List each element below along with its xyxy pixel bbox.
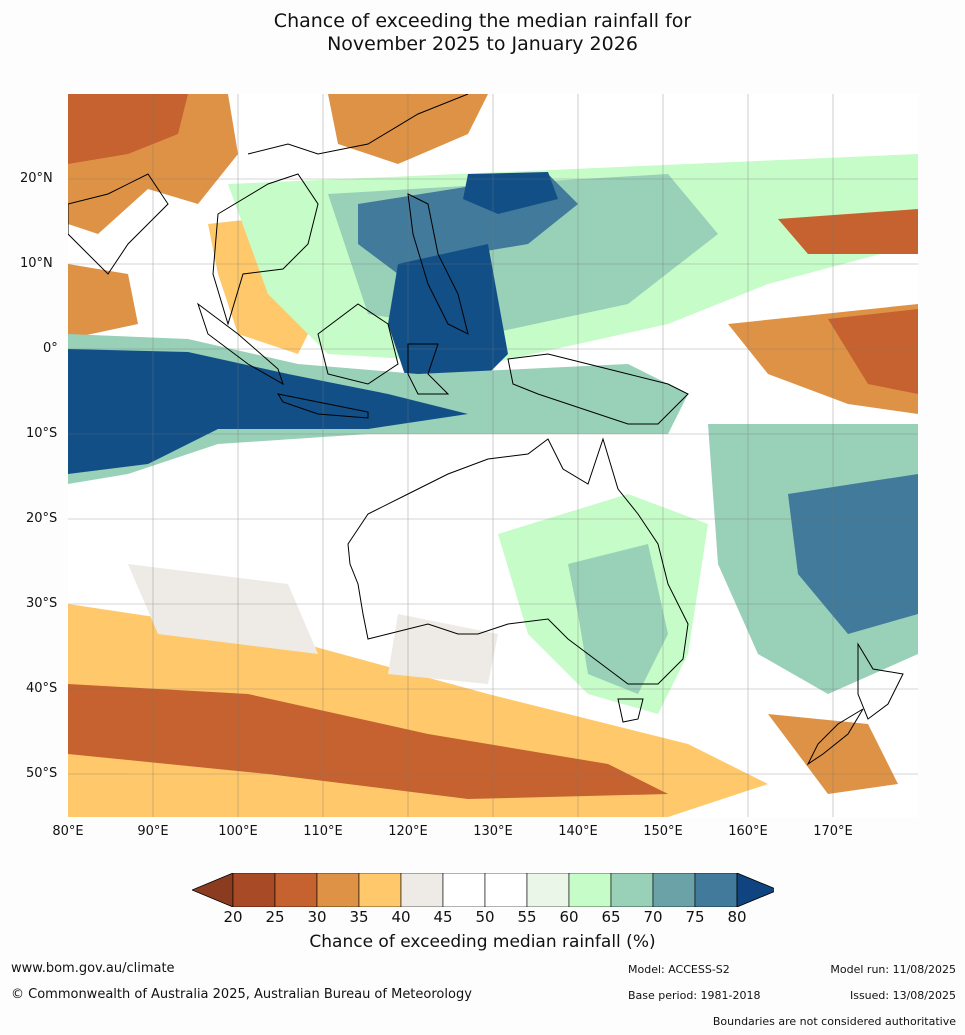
wet-region-maritime — [388, 244, 508, 394]
rainfall-map[interactable] — [68, 94, 918, 817]
lon-label-110e: 110°E — [303, 824, 343, 839]
title-line-2: November 2025 to January 2026 — [327, 33, 638, 55]
indochina-coastline — [212, 173, 319, 326]
lon-label-90e: 90°E — [137, 824, 169, 839]
philippines-coastline — [407, 193, 469, 335]
lon-label-120e: 120°E — [388, 824, 428, 839]
dry-region-w — [68, 264, 138, 339]
colorbar-segment — [400, 873, 444, 907]
colorbar — [192, 873, 774, 907]
colorbar-segment — [610, 873, 654, 907]
colorbar-tick-label: 60 — [559, 908, 579, 926]
model-text: Model: ACCESS-S2 — [628, 963, 730, 976]
borneo-coastline — [317, 303, 399, 385]
colorbar-tick-label: 45 — [433, 908, 453, 926]
dry-region-pacific-core — [828, 309, 918, 394]
sulawesi-coastline — [407, 343, 450, 395]
copyright-text: © Commonwealth of Australia 2025, Austra… — [11, 987, 472, 1002]
india-coastline — [68, 173, 169, 275]
colorbar-segment — [316, 873, 360, 907]
lat-label-20n: 20°N — [20, 171, 53, 186]
wet-region-east-australia-core — [568, 544, 668, 694]
colorbar-segment — [358, 873, 402, 907]
colorbar-segment — [694, 873, 738, 907]
lat-label-10s: 10°S — [26, 426, 58, 441]
lat-label-10n: 10°N — [20, 256, 53, 271]
sumatra-coastline — [197, 302, 284, 386]
dry-region-pacific-n — [778, 209, 918, 254]
lon-label-150e: 150°E — [643, 824, 683, 839]
wet-band-indian-core — [68, 349, 468, 474]
colorbar-segment — [442, 873, 486, 907]
lon-label-130e: 130°E — [473, 824, 513, 839]
website-link[interactable]: www.bom.gov.au/climate — [11, 961, 175, 976]
issued-text: Issued: 13/08/2025 — [849, 989, 956, 1002]
lat-label-30s: 30°S — [26, 596, 58, 611]
lon-label-100e: 100°E — [218, 824, 258, 839]
lon-label-140e: 140°E — [558, 824, 598, 839]
disclaimer-text: Boundaries are not considered authoritat… — [712, 1015, 956, 1028]
nz-north-coastline — [857, 642, 904, 720]
lon-label-80e: 80°E — [52, 824, 84, 839]
colorbar-tick-label: 20 — [223, 908, 243, 926]
colorbar-tick-label: 50 — [475, 908, 495, 926]
wet-region-philippines-core — [463, 172, 558, 214]
lat-label-50s: 50°S — [26, 766, 58, 781]
australia-coastline — [347, 437, 689, 685]
colorbar-tick-label: 55 — [517, 908, 537, 926]
colorbar-tick-label: 70 — [643, 908, 663, 926]
dry-band-south-core — [68, 684, 668, 799]
wet-region-coral-sea-core — [788, 474, 918, 634]
colorbar-label: Chance of exceeding median rainfall (%) — [309, 932, 656, 952]
new-guinea-coastline — [507, 353, 689, 425]
colorbar-segment — [484, 873, 528, 907]
java-coastline — [276, 393, 369, 419]
map-svg — [68, 94, 918, 817]
colorbar-tick-label: 65 — [601, 908, 621, 926]
dry-region-nw-core — [68, 94, 188, 164]
colorbar-tick-label: 25 — [265, 908, 285, 926]
lat-label-20s: 20°S — [26, 511, 58, 526]
colorbar-tick-label: 40 — [391, 908, 411, 926]
nz-south-coastline — [806, 708, 864, 766]
lat-label-40s: 40°S — [26, 681, 58, 696]
title-line-1: Chance of exceeding the median rainfall … — [273, 10, 692, 32]
colorbar-tick-label: 35 — [349, 908, 369, 926]
lat-label-0: 0° — [43, 341, 58, 356]
tasmania-coastline — [617, 698, 644, 723]
colorbar-segment — [526, 873, 570, 907]
neutral-patch-2 — [388, 614, 498, 684]
colorbar-tick-label: 80 — [727, 908, 747, 926]
colorbar-low-extend — [192, 873, 234, 907]
colorbar-tick-label: 75 — [685, 908, 705, 926]
base-period-text: Base period: 1981-2018 — [628, 989, 761, 1002]
lon-label-170e: 170°E — [813, 824, 853, 839]
lon-label-160e: 160°E — [728, 824, 768, 839]
colorbar-segment — [568, 873, 612, 907]
graticule — [68, 94, 918, 817]
map-title: Chance of exceeding the median rainfall … — [0, 10, 965, 56]
colorbar-segment — [652, 873, 696, 907]
neutral-patch-1 — [128, 564, 318, 654]
asia-mainland-coastline — [247, 94, 469, 155]
colorbar-segment — [232, 873, 276, 907]
colorbar-segment — [274, 873, 318, 907]
model-run-text: Model run: 11/08/2025 — [830, 963, 956, 976]
coastlines — [68, 94, 904, 766]
colorbar-high-extend — [736, 873, 774, 907]
colorbar-tick-label: 30 — [307, 908, 327, 926]
